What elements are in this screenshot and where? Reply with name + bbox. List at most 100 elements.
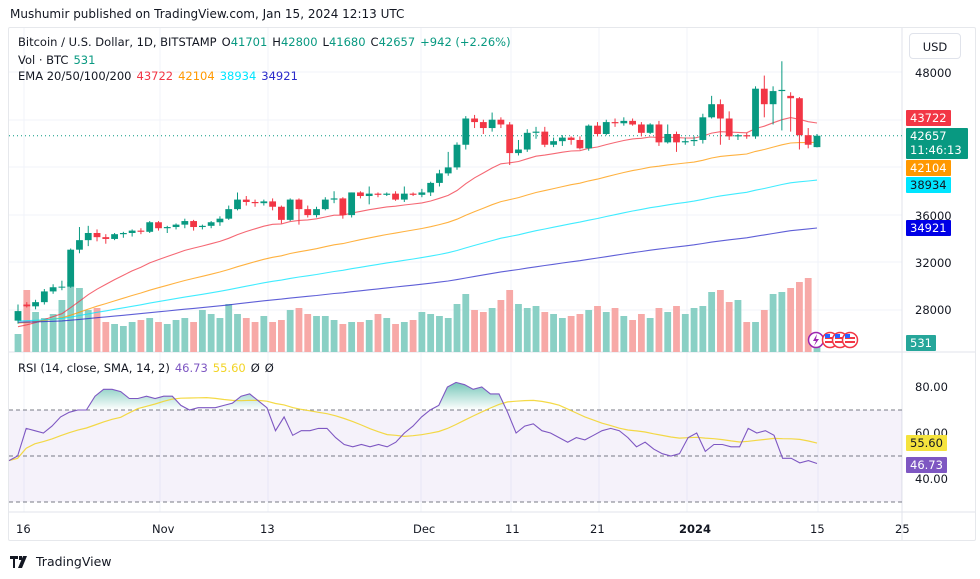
candle-body [102,237,110,239]
candle-body [234,199,241,210]
candle-body [646,124,654,133]
ema50-line [17,141,818,324]
volume-bar [637,314,645,352]
time-label: Nov [152,522,175,536]
volume-bar [330,320,338,352]
candle-body [181,221,189,225]
us-flag-canton [825,334,830,338]
candle-body [523,132,531,150]
volume-bar [93,308,101,352]
rsi-tag: 46.73 [906,457,947,473]
volume-bar [523,308,531,352]
ema200-line [17,227,818,323]
us-flag-canton [845,334,850,338]
volume-bar [392,324,399,352]
candle-body [304,209,312,216]
candle-body [436,173,443,183]
candle-body [119,232,127,235]
high-label: H [272,35,281,49]
us-flag-stripe [835,341,845,343]
candle-body [207,222,215,226]
open-label: O [221,35,231,49]
candle-body [664,134,672,143]
last-price: 42657 [910,129,947,143]
candle-body [515,149,522,154]
candle-body [374,193,382,195]
candle-body [471,118,478,123]
currency-button[interactable]: USD [909,33,961,59]
candles [14,61,821,324]
candle-body [488,119,496,129]
symbol-title: Bitcoin / U.S. Dollar, 1D, BITSTAMP [18,35,217,49]
volume-bar [40,318,48,352]
candle-body [23,304,31,307]
volume-bar [471,310,478,352]
volume-bar [313,316,320,352]
volume-bar [462,294,470,352]
candle-body [14,311,22,321]
candle-body [673,134,680,143]
volume-bar [497,300,505,352]
rsi-background [9,409,902,503]
low-value: 41680 [328,35,366,49]
candle-body [190,221,197,228]
volume-bar [602,312,610,352]
low-label: L [322,35,329,49]
volume-bar [804,278,812,352]
volume-bar [760,310,768,352]
volume-bar [479,312,487,352]
volume-bar [58,300,66,352]
tradingview-logo[interactable]: TradingView [10,554,112,569]
volume-bar [119,326,127,352]
volume-bar [190,322,197,352]
time-label: 25 [895,522,910,536]
candle-body [111,234,118,239]
volume-bar [102,322,110,352]
candle-body [269,201,277,207]
close-value: 42657 [378,35,416,49]
candle-body [155,222,162,229]
ema-label: EMA 20/50/100/200 [18,69,132,83]
candle-body [216,218,224,223]
volume-bar [242,318,250,352]
volume-bar [506,290,514,352]
volume-bar [49,314,57,352]
candle-body [558,137,566,142]
volume-bar [796,282,803,352]
volume-bar [585,310,593,352]
time-label: Dec [413,522,436,536]
volume-bar [655,308,663,352]
candle-body [594,125,601,135]
candle-body [769,91,777,105]
symbol-legend: Bitcoin / U.S. Dollar, 1D, BITSTAMP O4170… [18,35,516,49]
volume-bar [409,320,417,352]
volume-bar [260,316,268,352]
volume-bar [286,310,294,352]
candle-body [629,120,636,125]
high-value: 42800 [280,35,318,49]
volume-bar [418,312,426,352]
volume-bar [137,320,145,352]
candle-body [172,224,180,228]
ema-legend: EMA 20/50/100/200 43722 42104 38934 34921 [18,69,303,83]
volume-bar [172,320,180,352]
volume-bar [269,322,277,352]
volume-bar [664,312,672,352]
rsi-sma-line [8,396,818,462]
volume-bar [488,308,496,352]
candle-body [497,119,505,125]
candle-body [251,201,259,204]
open-value: 41701 [230,35,268,49]
time-label: 15 [810,522,825,536]
candle-body [655,124,663,143]
candle-body [409,193,417,195]
candle-body [357,192,364,197]
volume-bar [515,304,522,352]
chart-frame [8,27,976,541]
candle-body [462,118,470,145]
volume-bar [734,300,742,352]
volume-bar [111,324,118,352]
volume-bar [681,314,689,352]
candle-body [453,144,461,168]
